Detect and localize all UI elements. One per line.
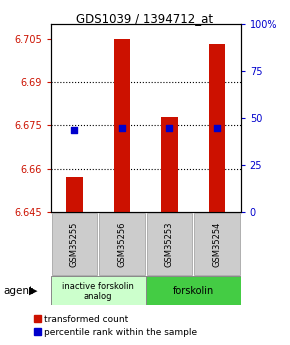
Text: agent: agent: [3, 286, 33, 296]
Bar: [99, 214, 145, 275]
Bar: [147, 214, 192, 275]
Text: analog: analog: [84, 292, 113, 301]
Text: GSM35254: GSM35254: [213, 221, 222, 267]
Text: forskolin: forskolin: [173, 286, 214, 296]
Bar: [66, 177, 83, 212]
Bar: [194, 214, 240, 275]
Text: GSM35253: GSM35253: [165, 221, 174, 267]
Point: [215, 125, 219, 130]
Point: [72, 127, 77, 132]
Point: [120, 125, 124, 130]
Text: ▶: ▶: [29, 286, 38, 296]
Text: GSM35255: GSM35255: [70, 221, 79, 267]
Bar: [52, 214, 97, 275]
Point: [167, 125, 172, 130]
Bar: [51, 276, 146, 305]
Bar: [146, 276, 241, 305]
Bar: [209, 45, 225, 212]
Text: GDS1039 / 1394712_at: GDS1039 / 1394712_at: [77, 12, 213, 25]
Bar: [161, 117, 178, 212]
Bar: [114, 39, 130, 212]
Legend: transformed count, percentile rank within the sample: transformed count, percentile rank withi…: [34, 315, 197, 337]
Text: GSM35256: GSM35256: [117, 221, 126, 267]
Text: inactive forskolin: inactive forskolin: [62, 282, 134, 291]
